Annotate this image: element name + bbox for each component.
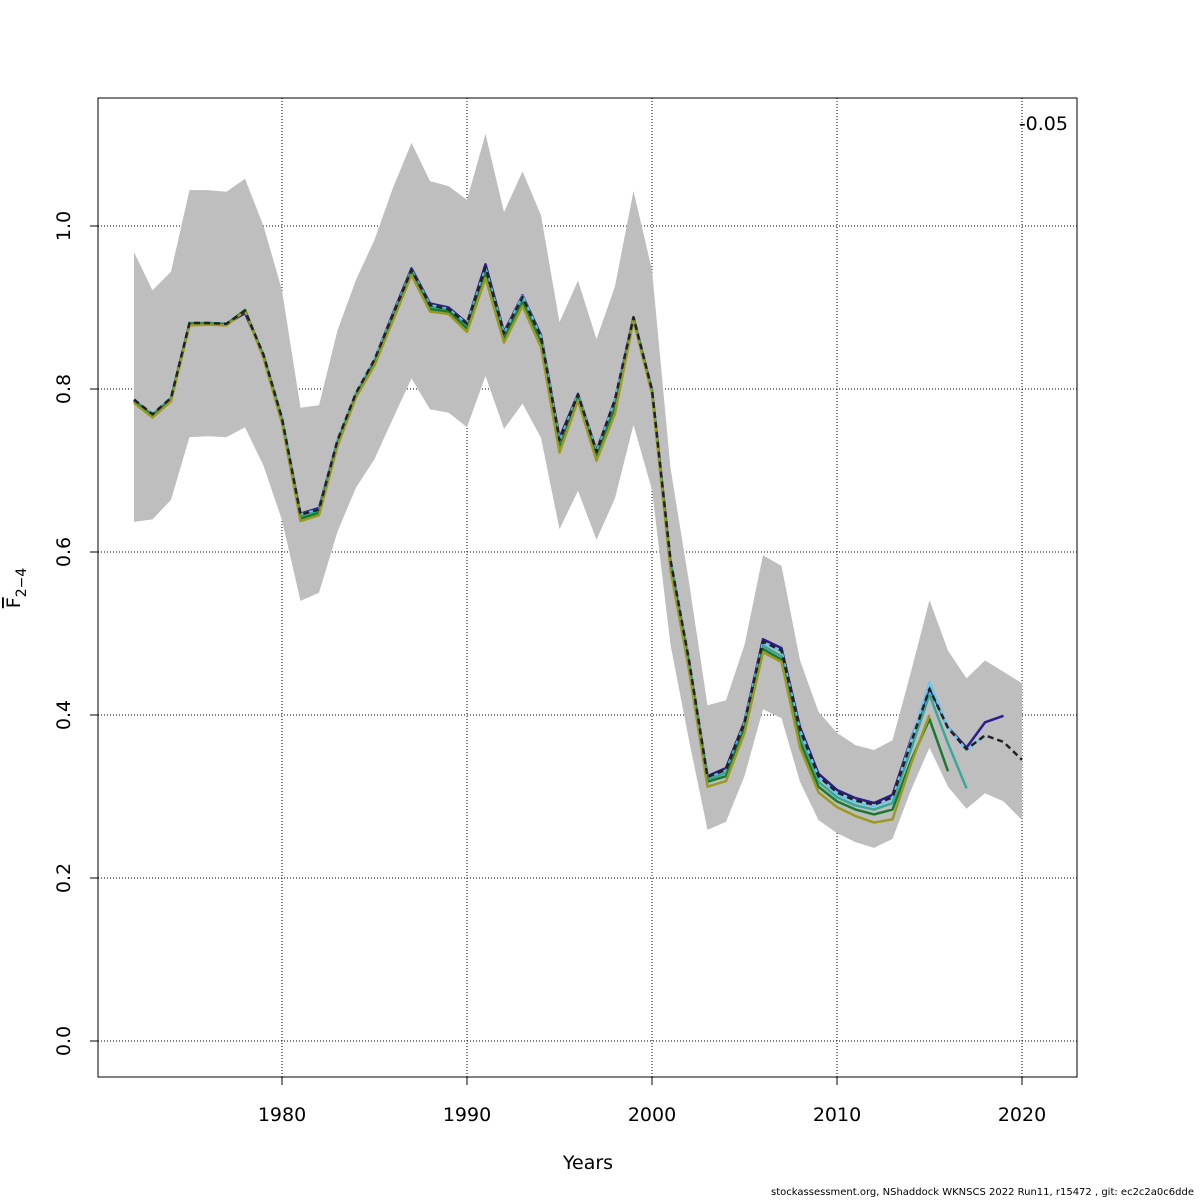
- x-axis: 1980 1990 2000 2010 2020: [258, 1077, 1046, 1126]
- x-tick-label: 2000: [628, 1104, 676, 1126]
- y-axis-label-main: F: [3, 597, 25, 608]
- plot-frame: [97, 97, 1078, 1078]
- svg-text:F2−4: F2−4: [3, 568, 30, 609]
- y-axis-label: F2−4: [3, 568, 30, 609]
- footer-credit: stockassessment.org, NShaddock WKNSCS 20…: [771, 1187, 1194, 1198]
- x-tick-label: 2010: [813, 1104, 861, 1126]
- x-tick-label: 2020: [998, 1104, 1046, 1126]
- y-axis-label-subscript: 2−4: [14, 568, 30, 598]
- y-tick-label: 0.6: [53, 537, 75, 567]
- y-tick-label: 0.4: [53, 700, 75, 730]
- x-axis-label: Years: [562, 1152, 613, 1174]
- confidence-band: [134, 133, 1022, 848]
- mohns-rho-annotation: -0.05: [1019, 113, 1068, 135]
- series-line-5: [133, 273, 931, 824]
- x-tick-label: 1980: [258, 1104, 306, 1126]
- x-tick-label: 1990: [443, 1104, 491, 1126]
- series-line-6: [133, 266, 1023, 806]
- confidence-band-area: [134, 133, 1022, 848]
- y-tick-label: 0.0: [53, 1026, 75, 1056]
- y-tick-label: 0.2: [53, 863, 75, 893]
- y-tick-label: 0.8: [53, 374, 75, 404]
- y-tick-label: 1.0: [53, 211, 75, 241]
- y-axis: 0.0 0.2 0.4 0.6 0.8 1.0: [53, 211, 98, 1056]
- series-lines: [133, 263, 1023, 824]
